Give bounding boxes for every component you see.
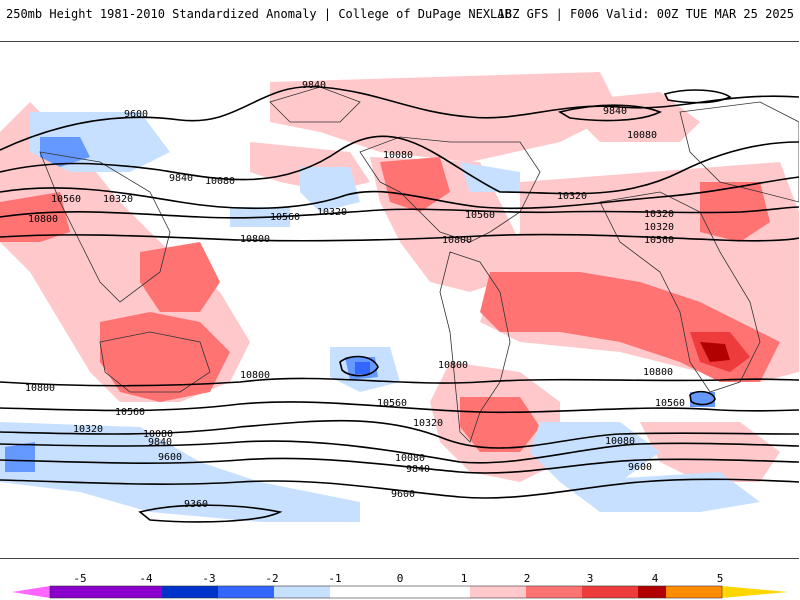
contour-label: 10800: [438, 360, 468, 371]
colorbar-segment: [470, 586, 526, 598]
contour-label: 10080: [627, 130, 657, 141]
contour-label: 9840: [148, 437, 172, 448]
anomaly-shading: [0, 72, 799, 522]
coastlines: [39, 86, 799, 443]
positive-anomaly-region: [0, 192, 70, 242]
map-title: 250mb Height 1981-2010 Standardized Anom…: [6, 7, 512, 21]
header: 250mb Height 1981-2010 Standardized Anom…: [0, 0, 800, 36]
positive-anomaly-region: [640, 422, 780, 482]
contour-label: 9600: [124, 109, 148, 120]
positive-anomaly-region: [380, 157, 450, 212]
positive-anomaly-region: [460, 397, 540, 452]
colorbar-tick: -3: [202, 572, 216, 585]
colorbar-tick: -2: [265, 572, 279, 585]
colorbar-segment: [582, 586, 638, 598]
negative-anomaly-region: [460, 162, 520, 192]
contour-label: 10320: [644, 209, 674, 220]
negative-anomaly-region: [300, 167, 360, 212]
contour-label: 10800: [240, 370, 270, 381]
contour-label: 10080: [383, 150, 413, 161]
contour-label: 10320: [413, 418, 443, 429]
colorbar-segment: [722, 586, 788, 598]
colorbar-segment: [400, 586, 470, 598]
contour-label: 9840: [169, 173, 193, 184]
height-contours: [0, 85, 799, 523]
contour-label: 10800: [25, 383, 55, 394]
colorbar-tick: 0: [396, 572, 404, 585]
colorbar-segment: [526, 586, 582, 598]
colorbar-segment: [638, 586, 666, 598]
negative-anomaly-region: [355, 362, 370, 374]
colorbar-segment: [330, 586, 400, 598]
contour-label: 9840: [302, 80, 326, 91]
colorbar-segment: [12, 586, 50, 598]
negative-anomaly-region: [5, 442, 35, 472]
contour-label: 10560: [115, 407, 145, 418]
contour-label: 10560: [51, 194, 81, 205]
contour-label: 10080: [605, 436, 635, 447]
negative-anomaly-region: [0, 422, 360, 522]
colorbar-segment: [274, 586, 330, 598]
contour-label: 9600: [158, 452, 182, 463]
positive-anomaly-region: [100, 312, 230, 402]
positive-anomaly-region: [270, 72, 620, 162]
colorbar-segment: [50, 586, 106, 598]
colorbar-tick: 4: [651, 572, 659, 585]
contour-label: 10080: [143, 429, 173, 440]
contour-label: 10800: [240, 234, 270, 245]
contour-labels: 9840 9600 10080 9840 10320 10560 10800 1…: [25, 80, 685, 510]
colorbar-tick: 1: [460, 572, 468, 585]
contour-label: 9360: [184, 499, 208, 510]
positive-anomaly-region: [140, 242, 220, 312]
colorbar-segment: [162, 586, 218, 598]
colorbar-tick: -1: [328, 572, 342, 585]
negative-anomaly-region: [560, 472, 760, 512]
colorbar-tick: -4: [139, 572, 153, 585]
model-run-info: 18Z GFS | F006 Valid: 00Z TUE MAR 25 202…: [497, 7, 794, 21]
contour-label: 10320: [103, 194, 133, 205]
positive-anomaly-region: [700, 342, 730, 362]
contour-label: 10560: [270, 212, 300, 223]
contour-label: 9600: [628, 462, 652, 473]
colorbar-svg: [12, 585, 788, 599]
colorbar: -5 -4 -3 -2 -1 0 1 2 3 4 5: [0, 570, 800, 600]
contour-label: 9840: [406, 464, 430, 475]
contour-label: 10320: [644, 222, 674, 233]
contour-label: 10560: [655, 398, 685, 409]
contour-label: 10800: [442, 235, 472, 246]
negative-anomaly-region: [530, 422, 660, 482]
colorbar-tick: 3: [586, 572, 594, 585]
contour-label: 10320: [73, 424, 103, 435]
contour-label: 9840: [603, 106, 627, 117]
positive-anomaly-region: [560, 92, 700, 142]
colorbar-segments: [12, 585, 788, 599]
contour-label: 10560: [377, 398, 407, 409]
colorbar-tick: 5: [716, 572, 724, 585]
colorbar-segment: [666, 586, 722, 598]
colorbar-tick: -5: [73, 572, 87, 585]
negative-anomaly-region: [40, 137, 90, 167]
contour-label: 10320: [317, 207, 347, 218]
contour-label: 10560: [644, 235, 674, 246]
colorbar-segment: [218, 586, 274, 598]
contour-label: 10320: [557, 191, 587, 202]
colorbar-tick: 2: [523, 572, 531, 585]
contour-label: 10080: [395, 453, 425, 464]
contour-label: 10800: [28, 214, 58, 225]
colorbar-segment: [106, 586, 162, 598]
contour-label: 10800: [643, 367, 673, 378]
map-svg: 9840 9600 10080 9840 10320 10560 10800 1…: [0, 72, 799, 523]
anomaly-map: 9840 9600 10080 9840 10320 10560 10800 1…: [0, 41, 799, 559]
contour-label: 10080: [205, 176, 235, 187]
contour-label: 9600: [391, 489, 415, 500]
contour-label: 10560: [465, 210, 495, 221]
